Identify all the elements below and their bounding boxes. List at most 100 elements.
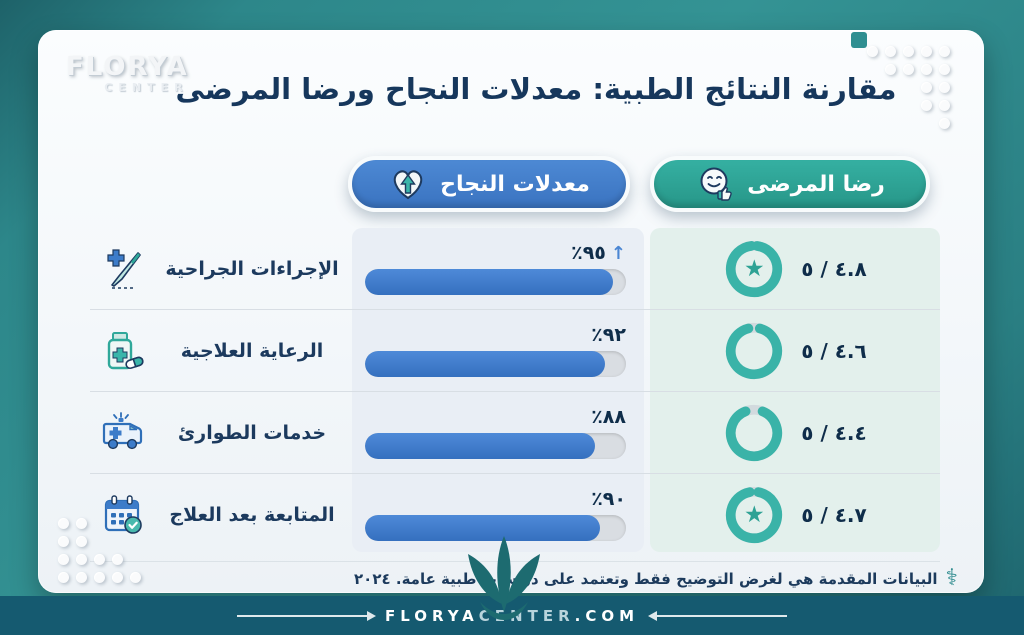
decorative-dot bbox=[58, 554, 69, 565]
decorative-dot bbox=[921, 100, 932, 111]
decorative-dot bbox=[885, 46, 896, 57]
dots-decoration-bottom-left bbox=[58, 518, 141, 583]
decorative-dot bbox=[903, 64, 914, 75]
success-rate-cell: ٪٩٠ bbox=[352, 488, 644, 541]
success-bar-track bbox=[365, 269, 626, 295]
logo-primary-text: FLORYA bbox=[66, 52, 189, 82]
decorative-dot bbox=[76, 536, 87, 547]
logo-secondary-text: CENTER bbox=[104, 81, 189, 94]
decorative-dot bbox=[58, 536, 69, 547]
decorative-dot bbox=[112, 554, 123, 565]
success-bar-fill bbox=[365, 433, 595, 459]
success-percent-value: ٪٩٥ bbox=[571, 242, 606, 264]
dots-decoration-top-right bbox=[867, 46, 950, 129]
success-bar-track bbox=[365, 433, 626, 459]
left-arrow-line bbox=[236, 610, 376, 621]
decorative-dot bbox=[867, 46, 878, 57]
rating-ring: ★ bbox=[723, 484, 785, 546]
decorative-dot bbox=[921, 46, 932, 57]
success-percent-value: ٪٩٢ bbox=[591, 324, 626, 346]
rating-ring bbox=[723, 402, 785, 464]
decorative-dot bbox=[921, 64, 932, 75]
decorative-dot bbox=[76, 554, 87, 565]
table-row: خدمات الطوارئ ٪٨٨ ٤.٤ / ٥ bbox=[90, 392, 940, 474]
success-rates-header: معدلات النجاح bbox=[348, 156, 630, 212]
lotus-watermark-icon bbox=[458, 532, 550, 628]
decorative-dot bbox=[939, 118, 950, 129]
row-label: المتابعة بعد العلاج bbox=[169, 503, 335, 526]
decorative-dot bbox=[939, 82, 950, 93]
footer-disclaimer-row: ⚕ البيانات المقدمة هي لغرض التوضيح فقط و… bbox=[354, 567, 958, 590]
decorative-dot bbox=[939, 46, 950, 57]
comparison-table: الإجراءات الجراحية ٪٩٥ ↑ ★ ٤.٨ / ٥ الرعاية ال… bbox=[90, 228, 940, 555]
page-title: مقارنة النتائج الطبية: معدلات النجاح ورض… bbox=[175, 72, 897, 106]
row-label-cell: الإجراءات الجراحية bbox=[90, 241, 352, 297]
scalpel-icon bbox=[96, 241, 152, 297]
decorative-dot bbox=[94, 554, 105, 565]
right-arrow-line bbox=[648, 610, 788, 621]
satisfaction-cell: ★ ٤.٨ / ٥ bbox=[650, 238, 940, 300]
website-part-center: CENTER bbox=[478, 606, 575, 625]
star-icon: ★ bbox=[743, 501, 765, 528]
footer-divider bbox=[90, 561, 940, 562]
row-label-cell: خدمات الطوارئ bbox=[90, 405, 352, 461]
rating-ring bbox=[723, 320, 785, 382]
satisfaction-cell: ٤.٦ / ٥ bbox=[650, 320, 940, 382]
row-label-cell: المتابعة بعد العلاج bbox=[90, 487, 352, 543]
trend-up-arrow-icon: ↑ bbox=[610, 242, 626, 264]
decorative-dot bbox=[903, 46, 914, 57]
success-rates-label: معدلات النجاح bbox=[440, 171, 590, 197]
decorative-dot bbox=[939, 64, 950, 75]
florya-logo: FLORYA CENTER bbox=[66, 54, 189, 93]
decorative-dot bbox=[885, 64, 896, 75]
decorative-dot bbox=[112, 572, 123, 583]
success-percent-value: ٪٩٠ bbox=[591, 488, 626, 510]
decorative-dot bbox=[939, 100, 950, 111]
decorative-dot bbox=[58, 572, 69, 583]
patient-satisfaction-label: رضا المرضى bbox=[747, 171, 885, 197]
calendar-check-icon bbox=[96, 487, 152, 543]
rating-value: ٤.٤ / ٥ bbox=[801, 420, 867, 445]
table-row: الإجراءات الجراحية ٪٩٥ ↑ ★ ٤.٨ / ٥ bbox=[90, 228, 940, 310]
infographic-card: FLORYA CENTER مقارنة النتائج الطبية: معد… bbox=[38, 30, 984, 593]
success-bar-track bbox=[365, 351, 626, 377]
success-bar-fill bbox=[365, 351, 606, 377]
table-row: المتابعة بعد العلاج ٪٩٠ ★ ٤.٧ / ٥ bbox=[90, 474, 940, 555]
satisfaction-cell: ٤.٤ / ٥ bbox=[650, 402, 940, 464]
smiley-thumbs-up-icon bbox=[695, 164, 735, 204]
disclaimer-text: البيانات المقدمة هي لغرض التوضيح فقط وتع… bbox=[354, 569, 938, 588]
success-rate-cell: ٪٩٢ bbox=[352, 324, 644, 377]
decorative-dot bbox=[921, 82, 932, 93]
website-url: FLORYA CENTER .COM bbox=[385, 607, 639, 625]
success-bar-fill bbox=[365, 269, 613, 295]
heart-arrow-icon bbox=[388, 164, 428, 204]
table-row: الرعاية العلاجية ٪٩٢ ٤.٦ / ٥ bbox=[90, 310, 940, 392]
rating-value: ٤.٨ / ٥ bbox=[801, 256, 867, 281]
satisfaction-cell: ★ ٤.٧ / ٥ bbox=[650, 484, 940, 546]
row-label: خدمات الطوارئ bbox=[177, 421, 327, 444]
ambulance-icon bbox=[96, 405, 152, 461]
decorative-dot bbox=[58, 518, 69, 529]
rating-ring: ★ bbox=[723, 238, 785, 300]
website-part-florya: FLORYA bbox=[384, 606, 479, 625]
success-rate-cell: ٪٩٥ ↑ bbox=[352, 242, 644, 295]
success-percent-value: ٪٨٨ bbox=[591, 406, 626, 428]
decorative-dot bbox=[76, 518, 87, 529]
decorative-dot bbox=[76, 572, 87, 583]
satisfaction-column-panel bbox=[650, 228, 940, 552]
success-rate-cell: ٪٨٨ bbox=[352, 406, 644, 459]
row-label: الإجراءات الجراحية bbox=[165, 257, 339, 280]
star-icon: ★ bbox=[743, 255, 765, 282]
rating-value: ٤.٧ / ٥ bbox=[801, 502, 867, 527]
decorative-dot bbox=[130, 572, 141, 583]
row-label: الرعاية العلاجية bbox=[180, 339, 324, 362]
patient-satisfaction-header: رضا المرضى bbox=[650, 156, 930, 212]
rating-value: ٤.٦ / ٥ bbox=[801, 338, 867, 363]
website-part-com: .COM bbox=[574, 606, 640, 625]
success-bar-track bbox=[365, 515, 626, 541]
success-bar-fill bbox=[365, 515, 600, 541]
caduceus-icon: ⚕ bbox=[945, 565, 958, 591]
decorative-dot bbox=[94, 572, 105, 583]
medicine-bottle-icon bbox=[96, 323, 152, 379]
